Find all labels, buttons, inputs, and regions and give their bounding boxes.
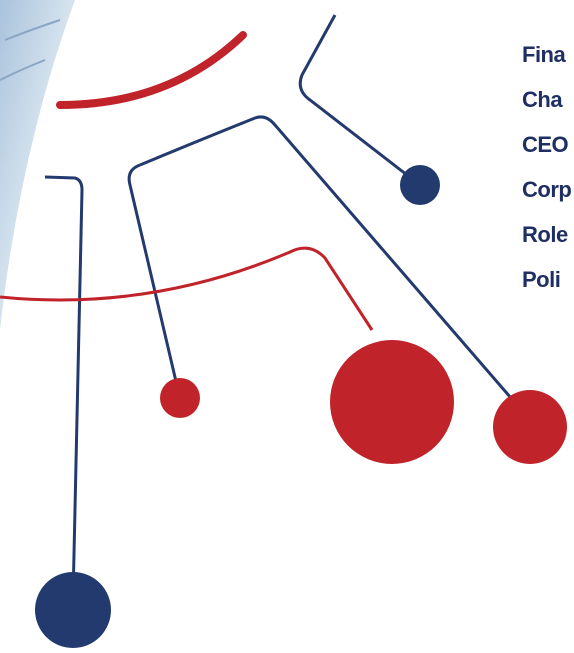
red-dot [160, 378, 200, 418]
blue-line [45, 177, 82, 600]
decoration [0, 0, 574, 653]
red-dot [330, 340, 454, 464]
red-dot [493, 390, 567, 464]
photo [0, 0, 75, 330]
menu-item[interactable]: Role [522, 218, 571, 263]
page: FinaChaCEOCorpRolePoli (() => { const da… [0, 0, 574, 653]
blue-line [129, 165, 178, 390]
blue-line [300, 15, 420, 185]
menu-item[interactable]: CEO [522, 128, 571, 173]
red-line [0, 248, 372, 330]
blue-dot [35, 572, 111, 648]
blue-line [140, 117, 530, 420]
red-arc [60, 35, 243, 105]
menu-item[interactable]: Poli [522, 263, 571, 308]
menu-item[interactable]: Corp [522, 173, 571, 218]
blue-dot [400, 165, 440, 205]
menu-item[interactable]: Fina [522, 38, 571, 83]
menu-item[interactable]: Cha [522, 83, 571, 128]
